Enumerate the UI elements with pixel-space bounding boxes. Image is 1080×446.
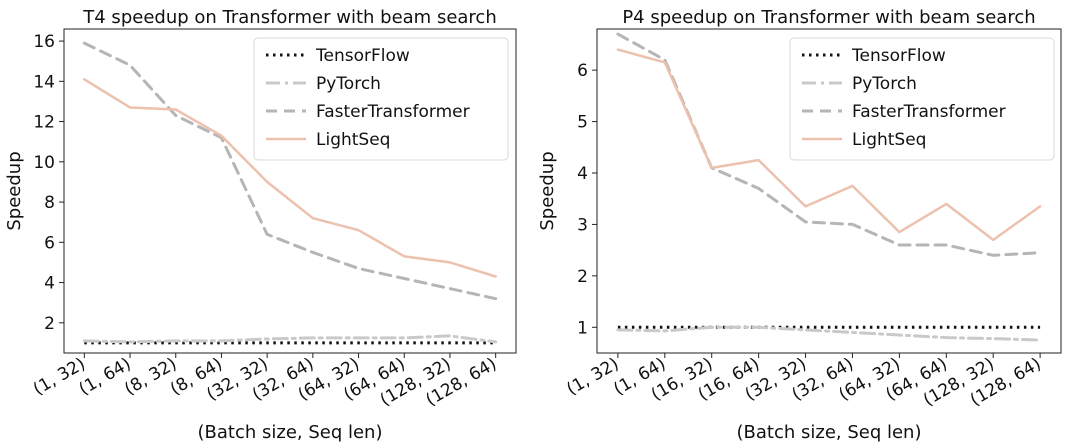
- legend-label-lightseq: LightSeq: [316, 130, 390, 150]
- legend: TensorFlow PyTorch FasterTransformer LightS…: [789, 37, 1055, 161]
- y-tick-label: 6: [577, 61, 588, 81]
- series-line-lightseq: [616, 48, 1042, 242]
- chart-title: T4 speedup on Transformer with beam sear…: [82, 7, 496, 28]
- y-tick-label: 12: [33, 113, 55, 133]
- y-axis-label: Speedup: [4, 151, 25, 230]
- x-axis-label: (Batch size, Seq len): [737, 422, 922, 443]
- legend-label-fastertransformer: FasterTransformer: [316, 102, 470, 122]
- series-line-fastertransformer: [82, 41, 498, 301]
- x-tick-label: (8, 32): [121, 354, 180, 400]
- y-tick-label: 4: [577, 164, 588, 184]
- legend-label-tensorflow: TensorFlow: [315, 46, 410, 66]
- y-tick-label: 14: [33, 72, 55, 92]
- legend-box: [253, 37, 509, 161]
- chart-title: P4 speedup on Transformer with beam sear…: [622, 7, 1035, 28]
- series-line-pytorch: [82, 334, 498, 344]
- legend-box: [789, 37, 1055, 161]
- series-line-lightseq: [83, 78, 497, 278]
- y-tick-label: 6: [44, 233, 55, 253]
- plot-frame: [63, 28, 517, 354]
- plot-frame: [596, 28, 1062, 354]
- y-tick-label: 10: [33, 153, 55, 173]
- legend: TensorFlow PyTorch FasterTransformer LightS…: [253, 37, 509, 161]
- x-axis-label: (Batch size, Seq len): [198, 422, 383, 443]
- y-axis-label: Speedup: [537, 151, 558, 230]
- legend-label-pytorch: PyTorch: [316, 74, 381, 94]
- legend-label-tensorflow: TensorFlow: [851, 46, 946, 66]
- y-tick-label: 2: [44, 314, 55, 334]
- y-tick-label: 8: [44, 193, 55, 213]
- x-tick-label: (1, 64): [76, 354, 135, 400]
- y-tick-label: 2: [577, 267, 588, 287]
- y-tick-label: 3: [577, 215, 588, 235]
- y-tick-label: 4: [44, 274, 55, 294]
- legend-label-pytorch: PyTorch: [852, 74, 917, 94]
- y-tick-label: 16: [33, 32, 55, 52]
- x-tick-label: (1, 32): [563, 354, 622, 400]
- chart-1: T4 speedup on Transformer with beam sear…: [4, 7, 517, 443]
- y-tick-label: 5: [577, 113, 588, 133]
- legend-label-lightseq: LightSeq: [852, 130, 926, 150]
- chart-2: P4 speedup on Transformer with beam sear…: [537, 7, 1062, 443]
- legend-label-fastertransformer: FasterTransformer: [852, 102, 1006, 122]
- y-tick-label: 1: [577, 318, 588, 338]
- x-tick-label: (1, 32): [30, 354, 89, 400]
- series-line-pytorch: [616, 325, 1042, 342]
